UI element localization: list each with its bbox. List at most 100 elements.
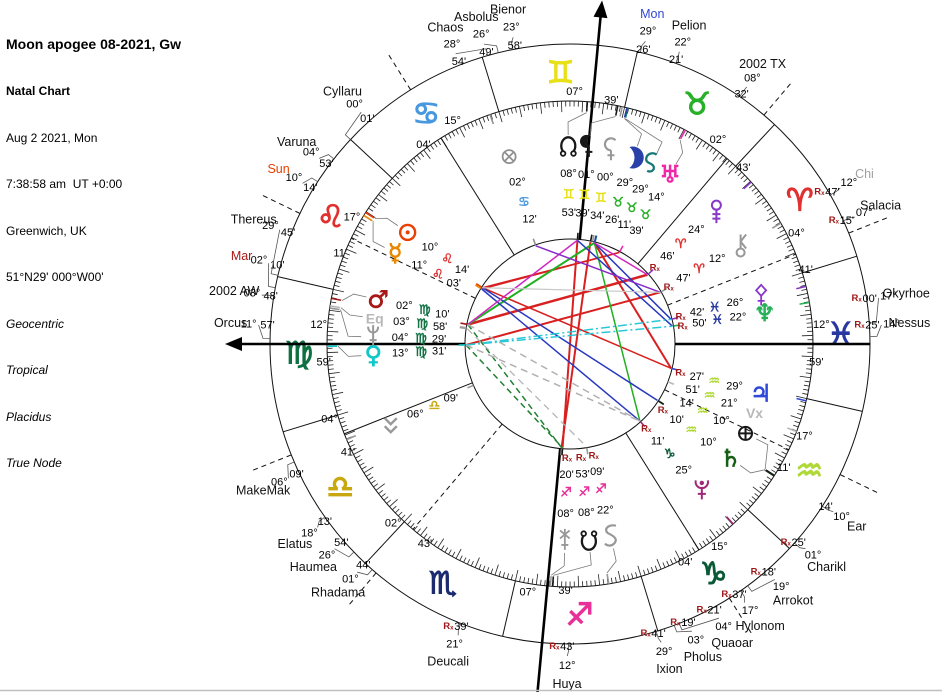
object-sign-east-point: ♍ <box>416 317 428 332</box>
degree-tick <box>420 526 428 536</box>
degree-tick <box>368 207 374 212</box>
degree-tick <box>400 514 406 520</box>
degree-tick <box>594 102 596 108</box>
degree-tick <box>798 276 804 279</box>
degree-tick <box>341 260 347 264</box>
degree-tick <box>523 577 526 583</box>
degree-tick <box>614 577 617 583</box>
outer-label-name-huya: Huya <box>552 677 581 691</box>
degree-tick <box>380 493 386 498</box>
object-degree-jupiter: 29° <box>726 381 743 393</box>
object-glyph-south-node-icon <box>580 530 598 551</box>
degree-tick <box>752 486 762 494</box>
cusp-minute-label: 43' <box>736 162 750 174</box>
degree-tick <box>392 505 397 511</box>
sign-boundary <box>350 139 393 179</box>
degree-tick <box>510 574 514 580</box>
object-glyph-vesta-icon <box>367 325 380 346</box>
degree-tick <box>654 116 658 123</box>
object-hub-tick-earth <box>657 400 665 405</box>
object-degree-pluto: 25° <box>675 464 692 476</box>
degree-tick <box>335 280 341 283</box>
outer-label-name-ear: Ear <box>847 520 866 534</box>
degree-tick <box>544 102 546 108</box>
aspect-line-venus-south-node <box>465 344 564 449</box>
degree-tick <box>631 573 634 579</box>
sign-boundary <box>735 124 775 167</box>
degree-tick <box>423 149 431 159</box>
outer-label-degree-ear: 10° <box>833 511 850 523</box>
outer-label-minute-huya: 43' <box>560 641 574 653</box>
outer-label-hook-deucali <box>457 623 462 636</box>
outer-label-retro-hylonom: Rx <box>721 589 732 600</box>
degree-tick <box>754 493 760 498</box>
degree-tick <box>795 268 802 271</box>
object-sign-venus: ♍ <box>415 345 427 360</box>
object-ring-tick-fortune <box>489 114 495 125</box>
object-connector <box>739 465 766 474</box>
degree-tick <box>660 120 666 131</box>
outer-label-degree-quaoar: 04° <box>715 621 732 633</box>
object-retrograde-jupiter: Rx <box>675 367 686 378</box>
degree-tick <box>397 511 403 517</box>
aspect-line-venus-pluto <box>465 344 641 422</box>
object-sign-vesta: ♍ <box>415 331 427 346</box>
degree-tick <box>766 476 772 481</box>
degree-tick <box>804 305 811 308</box>
degree-tick <box>681 553 685 559</box>
sign-boundary <box>624 51 638 108</box>
outer-label-hook-elatus <box>317 516 326 528</box>
degree-tick <box>800 400 806 404</box>
object-degree-moon: 29° <box>616 177 633 189</box>
outer-label-degree-deucali: 21° <box>446 639 463 651</box>
object-minute-sun: 14' <box>455 264 469 276</box>
axis-arrowhead <box>593 0 608 19</box>
aspect-line-mars-juno <box>467 324 563 449</box>
degree-tick <box>751 187 757 192</box>
degree-tick <box>794 264 800 267</box>
cusp-minute-label: 11' <box>777 462 791 474</box>
degree-tick <box>799 280 805 283</box>
object-minute-saturn: 10' <box>669 414 683 426</box>
object-degree-ceres: 00° <box>597 172 614 184</box>
cusp-degree-label: 07° <box>566 86 583 98</box>
outer-label-hook-haumea <box>334 548 355 558</box>
outer-label-degree-2002-tx: 08° <box>744 73 761 85</box>
degree-tick <box>806 318 812 320</box>
degree-tick <box>705 538 710 544</box>
degree-tick <box>635 110 638 116</box>
degree-tick <box>430 538 435 544</box>
object-hub-tick-mercury <box>474 284 482 290</box>
outer-label-minute-okyrhoe: 00' <box>862 293 876 305</box>
outer-label-hook-thereus <box>270 229 281 276</box>
outer-label-degree-charikl: 01° <box>805 549 822 561</box>
outer-label-name-nessus: Nessus <box>889 316 931 330</box>
degree-tick <box>734 168 740 174</box>
object-hub-tick-sun <box>475 283 483 288</box>
degree-tick <box>463 125 467 131</box>
object-minute-mercury: 03' <box>447 278 461 290</box>
object-glyph-sedna-icon <box>645 152 658 173</box>
degree-tick <box>459 555 463 561</box>
degree-tick <box>430 144 435 150</box>
degree-tick <box>705 144 710 150</box>
degree-tick <box>785 443 791 447</box>
house-cusp-extension-11 <box>386 52 412 91</box>
aspect-line-venus-pallas <box>465 318 672 346</box>
outer-label-name-ixion: Ixion <box>656 662 682 676</box>
degree-tick <box>766 214 777 222</box>
object-glyph-pallas-icon <box>754 283 768 306</box>
degree-tick <box>420 152 425 158</box>
degree-tick <box>378 489 384 494</box>
object-connector <box>625 118 663 154</box>
object-sign-makemake: ♎ <box>429 398 441 413</box>
degree-tick <box>777 458 783 463</box>
object-ring-tick-sun <box>365 211 375 219</box>
object-sign-lilith: ♊ <box>578 188 590 203</box>
cusp-minute-label: 39' <box>558 585 572 597</box>
degree-tick <box>433 142 438 148</box>
degree-tick <box>506 109 509 115</box>
outer-label-hook-ear <box>822 505 834 513</box>
object-degree-venus: 13° <box>392 347 409 359</box>
degree-tick <box>734 514 740 520</box>
